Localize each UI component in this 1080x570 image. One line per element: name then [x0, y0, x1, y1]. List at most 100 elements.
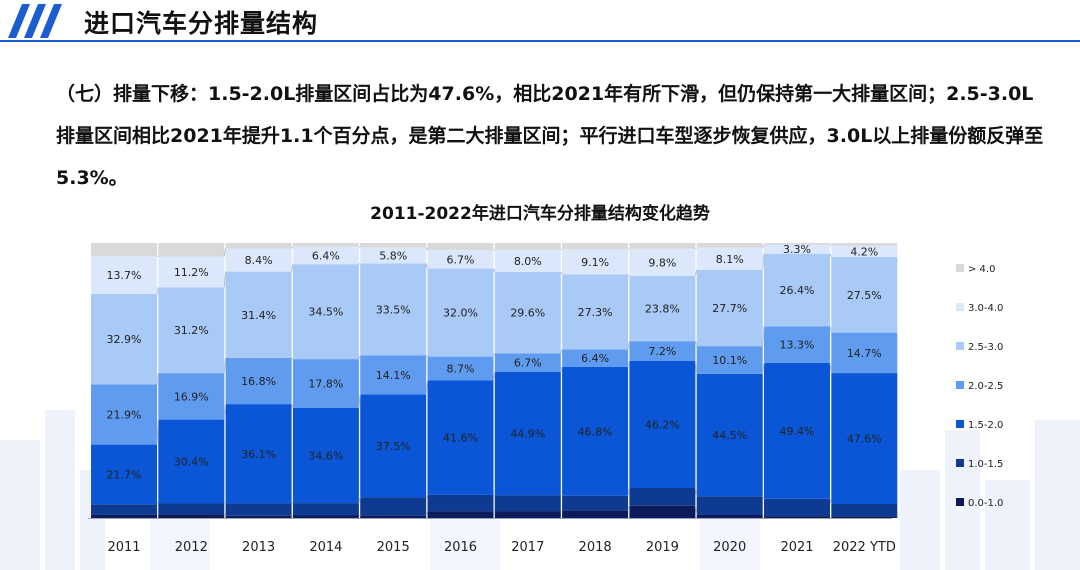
x-tick-label: 2022 YTD	[833, 540, 896, 555]
bar-2019-2.0-2.5	[629, 341, 696, 361]
data-label: 14.1%	[376, 369, 411, 382]
bar-2014--4.0	[292, 243, 359, 247]
legend-swatch	[956, 264, 964, 272]
connector-line	[156, 373, 159, 385]
connector-line	[560, 248, 563, 251]
bar-2011-2.5-3.0	[91, 293, 157, 385]
bar-2020-0.0-1.0	[696, 515, 763, 518]
connector-line	[762, 253, 765, 270]
data-label: 6.7%	[514, 357, 542, 370]
data-label: 31.2%	[174, 324, 209, 337]
bar-2015--4.0	[360, 243, 427, 248]
connector-line	[829, 515, 832, 518]
connector-line	[560, 494, 563, 497]
bar-2013--4.0	[225, 243, 292, 249]
x-tick-label: 2016	[444, 540, 477, 555]
legend: > 4.0 3.0-4.0 2.5-3.0 2.0-2.5 1.5-2.0 1.0-1.5…	[956, 264, 1003, 509]
header-stripes-icon	[8, 4, 62, 38]
connector-line	[156, 419, 159, 445]
bar-2018-1.5-2.0	[562, 367, 629, 496]
bar-2015-1.0-1.5	[360, 497, 427, 516]
bar-2020--4.0	[696, 243, 763, 248]
connector-line	[627, 505, 630, 511]
connector-line	[156, 502, 159, 505]
data-label: 23.8%	[645, 302, 680, 315]
data-label: 16.8%	[241, 375, 276, 388]
bar-2018-1.0-1.5	[562, 495, 629, 511]
connector-line	[694, 505, 698, 516]
legend-label: 1.0-1.5	[968, 459, 1003, 470]
connector-line	[829, 253, 832, 258]
bar-2017-2.0-2.5	[494, 353, 561, 372]
bar-2011-2.0-2.5	[91, 384, 157, 445]
connector-line	[762, 362, 765, 374]
data-label: 41.6%	[443, 432, 478, 445]
data-label: 27.5%	[847, 289, 882, 302]
data-label: 27.3%	[578, 306, 613, 319]
bar-2020-2.0-2.5	[696, 346, 763, 374]
connector-line	[762, 514, 765, 517]
bar-2014-1.5-2.0	[292, 408, 359, 504]
x-tick-label: 2014	[309, 540, 342, 555]
connector-line	[627, 248, 630, 250]
data-label: 44.5%	[712, 429, 747, 442]
bar-2012--4.0	[158, 243, 225, 257]
bar-2018--4.0	[562, 243, 629, 250]
x-tick-label: 2011	[107, 540, 140, 555]
bar-2019-1.0-1.5	[629, 488, 696, 506]
data-label: 32.9%	[107, 333, 142, 346]
connector-line	[156, 287, 159, 294]
data-label: 8.4%	[245, 254, 273, 267]
connector-line	[493, 353, 496, 357]
bar-2011--4.0	[91, 243, 157, 257]
connector-line	[223, 514, 226, 517]
connector-line	[291, 403, 294, 409]
connector-line	[762, 326, 765, 347]
x-tick-label: 2012	[175, 540, 208, 555]
bar-2012-0.0-1.0	[158, 514, 225, 518]
bar-2012-3.0-4.0	[158, 256, 225, 288]
data-label: 36.1%	[241, 448, 276, 461]
connector-lines	[156, 244, 832, 518]
connector-line	[560, 509, 563, 512]
data-label: 33.5%	[376, 303, 411, 316]
bar-2011-3.0-4.0	[91, 256, 157, 294]
data-label: 21.9%	[107, 409, 142, 422]
connector-line	[694, 269, 698, 276]
connector-line	[694, 341, 698, 347]
connector-line	[694, 360, 698, 374]
data-label: 6.4%	[581, 352, 609, 365]
connector-line	[358, 262, 361, 265]
data-label: 3.3%	[783, 243, 811, 256]
title-underline	[0, 40, 1080, 42]
connector-line	[425, 355, 428, 357]
bar-2012-1.5-2.0	[158, 419, 225, 504]
bar-2014-0.0-1.0	[292, 515, 359, 518]
data-label: 21.7%	[107, 468, 142, 481]
bar-2020-3.0-4.0	[696, 247, 763, 270]
x-tick-label: 2018	[579, 540, 612, 555]
connector-line	[627, 360, 630, 368]
connector-line	[425, 247, 428, 251]
connector-line	[627, 273, 630, 277]
bar-2022-YTD-2.0-2.5	[831, 332, 898, 373]
data-label: 8.1%	[716, 253, 744, 266]
data-label: 34.5%	[308, 306, 343, 319]
x-tick-label: 2021	[780, 540, 813, 555]
bar-2021-1.5-2.0	[764, 362, 830, 499]
bar-2021--4.0	[764, 243, 830, 245]
bar-2016-3.0-4.0	[427, 250, 494, 269]
data-label: 26.4%	[780, 284, 815, 297]
bar-2015-2.5-3.0	[360, 263, 427, 356]
bar-2016-1.0-1.5	[427, 494, 494, 512]
chart-title: 2011-2022年进口汽车分排量结构变化趋势	[370, 204, 710, 224]
connector-line	[762, 496, 765, 500]
bar-2020-2.5-3.0	[696, 269, 763, 347]
bar-2017-3.0-4.0	[494, 249, 561, 272]
summary-paragraph: （七）排量下移：1.5-2.0L排量区间占比为47.6%，相比2021年有所下滑…	[56, 83, 1044, 189]
bar-2016-0.0-1.0	[427, 511, 494, 518]
x-tick-label: 2019	[646, 540, 679, 555]
connector-line	[829, 244, 832, 246]
bar-2021-1.0-1.5	[764, 498, 830, 517]
